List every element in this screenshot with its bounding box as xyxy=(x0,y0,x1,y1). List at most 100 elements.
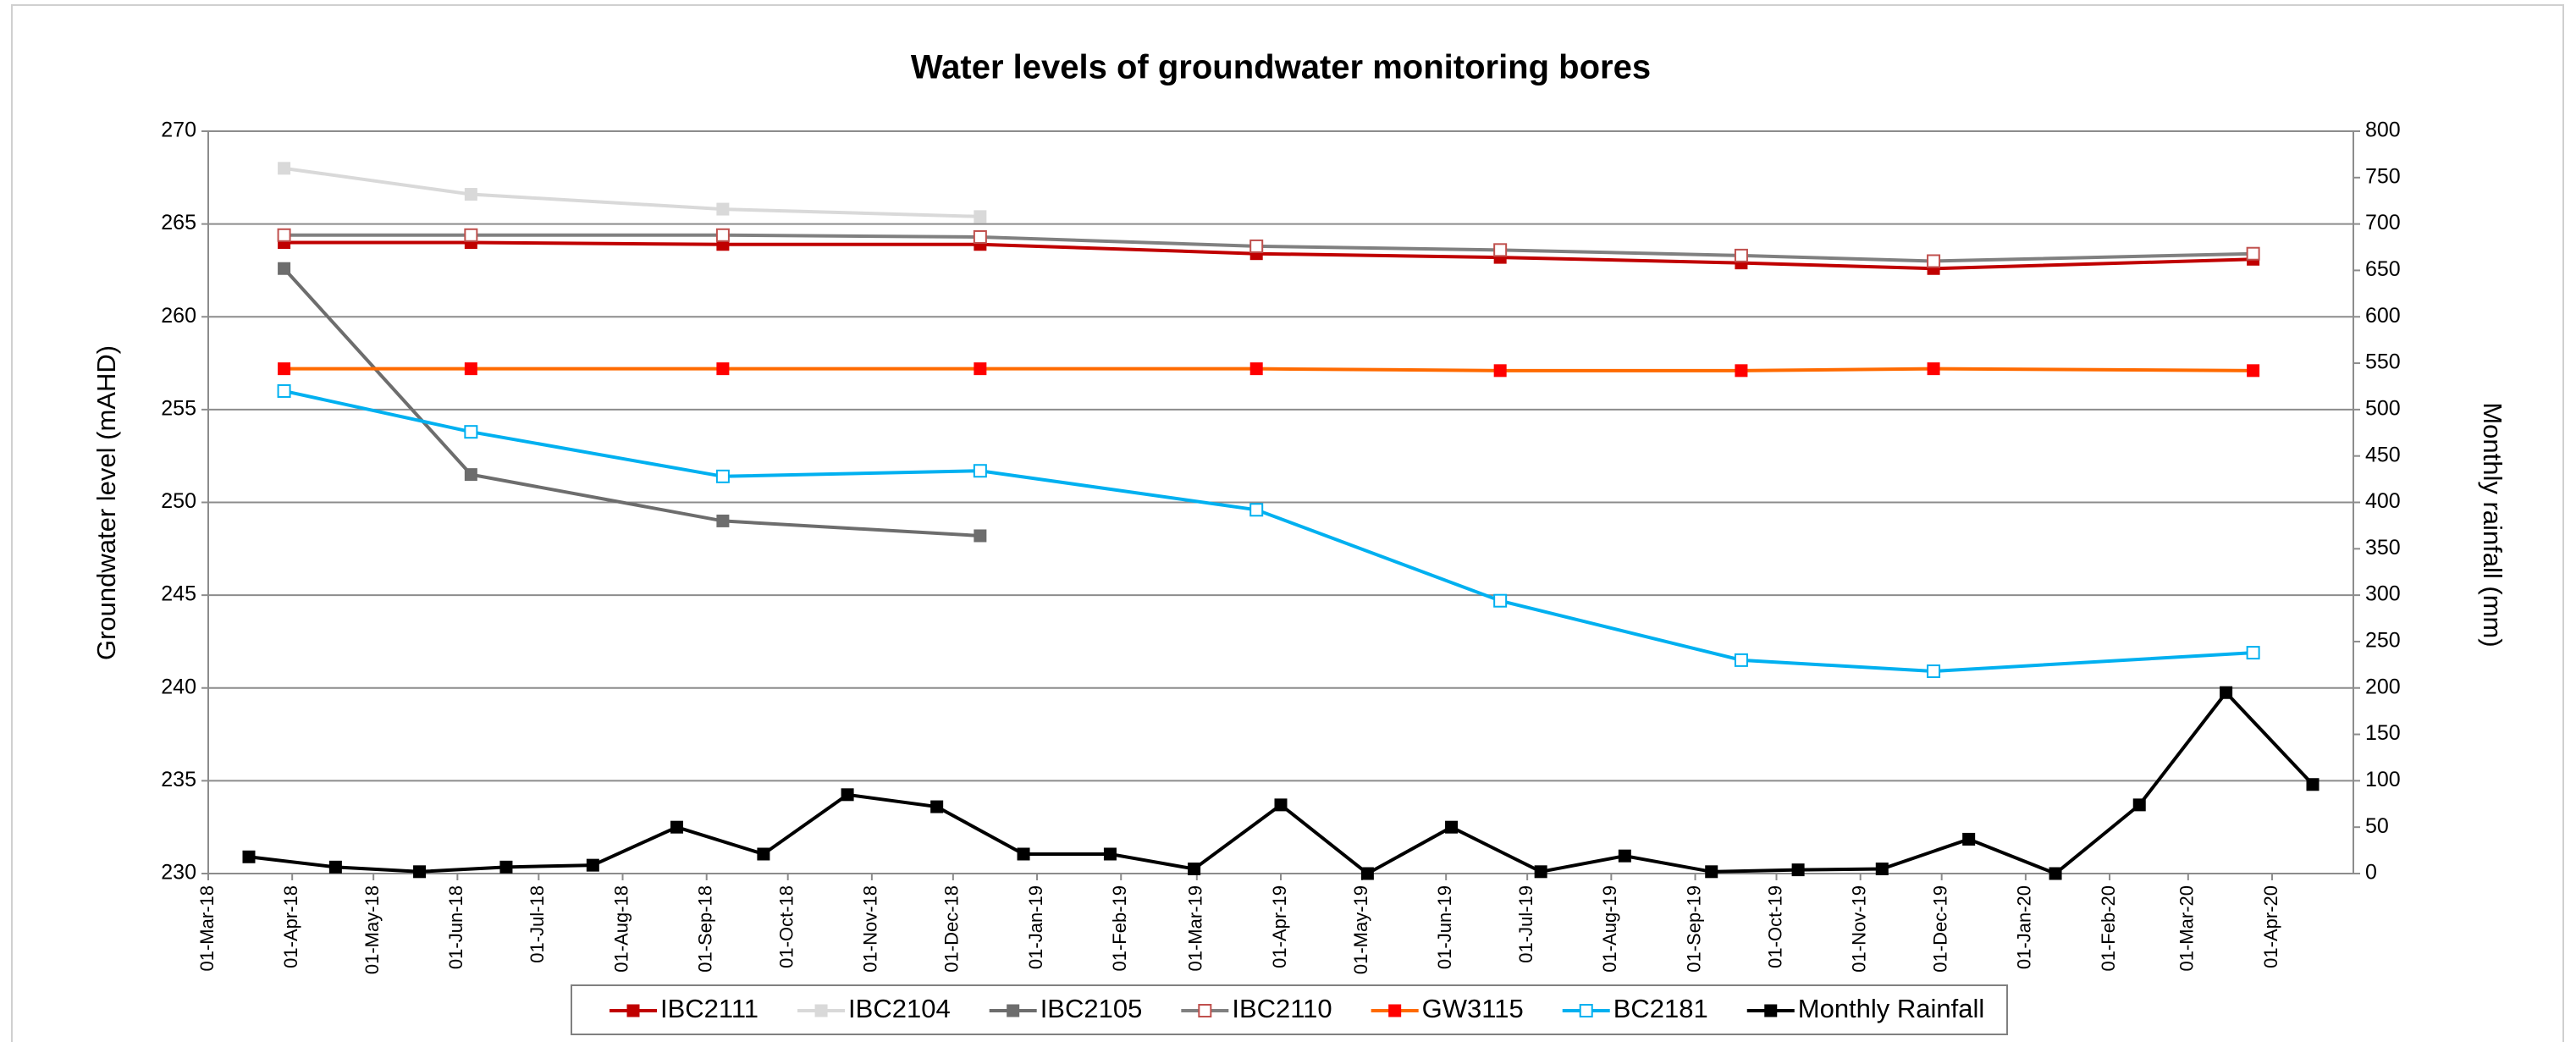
series-line xyxy=(283,267,980,538)
y2-tick-label: 600 xyxy=(2365,304,2401,328)
data-point xyxy=(715,469,730,483)
y2-tick-label: 800 xyxy=(2365,119,2401,142)
x-tick-label: 01-Jul-18 xyxy=(527,885,548,963)
x-tick-label: 01-May-19 xyxy=(1350,885,1371,974)
legend-marker xyxy=(1388,1004,1402,1017)
data-point xyxy=(2246,246,2260,261)
legend-label: IBC2105 xyxy=(1040,994,1143,1023)
data-point xyxy=(973,229,987,244)
x-tick-label: 01-Sep-19 xyxy=(1683,885,1704,973)
data-point xyxy=(464,188,477,201)
x-tick-label: 01-Mar-18 xyxy=(196,885,218,971)
x-tick-label: 01-Apr-20 xyxy=(2260,885,2281,968)
y-axis-label: Groundwater level (mAHD) xyxy=(91,345,121,660)
data-point xyxy=(2306,778,2320,791)
legend-marker xyxy=(1007,1004,1020,1017)
data-point xyxy=(1735,364,1748,378)
y2-tick-label: 350 xyxy=(2365,536,2401,560)
y2-tick-label: 0 xyxy=(2365,861,2377,885)
data-point xyxy=(1791,863,1805,877)
legend-label: Monthly Rainfall xyxy=(1798,994,1985,1023)
y2-tick-label: 700 xyxy=(2365,211,2401,234)
data-point xyxy=(841,788,854,802)
y2-tick-label: 100 xyxy=(2365,768,2401,791)
data-point xyxy=(1705,865,1718,879)
data-point xyxy=(1445,820,1459,834)
y-tick-label: 245 xyxy=(161,582,196,606)
data-point xyxy=(413,865,427,879)
data-point xyxy=(1274,798,1288,812)
data-point xyxy=(2247,364,2260,378)
data-point xyxy=(1249,239,1264,253)
y-tick-label: 260 xyxy=(161,304,196,328)
legend-label: IBC2104 xyxy=(848,994,951,1023)
x-tick-label: 01-Nov-19 xyxy=(1849,885,1870,973)
data-point xyxy=(974,362,987,376)
y2-tick-label: 50 xyxy=(2365,814,2389,838)
data-point xyxy=(1493,593,1508,608)
legend-entry: IBC2104 xyxy=(797,994,951,1023)
data-point xyxy=(464,425,478,439)
x-tick-label: 01-Apr-19 xyxy=(1269,885,1290,968)
legend-entry: IBC2110 xyxy=(1181,994,1332,1023)
x-tick-label: 01-Apr-18 xyxy=(280,885,301,968)
data-point xyxy=(973,464,987,478)
chart-title: Water levels of groundwater monitoring b… xyxy=(911,49,1651,86)
x-tick-label: 01-Feb-20 xyxy=(2098,885,2119,972)
legend-marker xyxy=(1198,1004,1212,1017)
x-tick-label: 01-Jan-19 xyxy=(1025,885,1046,969)
data-point xyxy=(716,202,730,216)
legend-entry: Monthly Rainfall xyxy=(1746,994,1985,1023)
x-tick-label: 01-Mar-19 xyxy=(1185,885,1206,971)
data-point xyxy=(1534,865,1547,879)
data-point xyxy=(2220,686,2233,699)
data-point xyxy=(2132,798,2146,812)
y2-axis-label: Monthly rainfall (mm) xyxy=(2478,402,2507,647)
x-tick-label: 01-Jun-18 xyxy=(445,885,466,969)
y-tick-label: 265 xyxy=(161,211,196,234)
data-point xyxy=(464,468,477,482)
series-line xyxy=(284,166,980,218)
data-point xyxy=(2246,646,2260,660)
data-point xyxy=(278,162,291,175)
y2-tick-label: 450 xyxy=(2365,443,2401,466)
y2-tick-label: 400 xyxy=(2365,489,2401,513)
y-tick-label: 270 xyxy=(161,119,196,142)
y2-tick-label: 750 xyxy=(2365,164,2401,188)
y2-tick-label: 500 xyxy=(2365,396,2401,420)
x-tick-label: 01-Aug-18 xyxy=(610,885,632,973)
legend-entry: BC2181 xyxy=(1562,994,1708,1023)
legend-entry: IBC2105 xyxy=(989,994,1143,1023)
data-point xyxy=(1875,863,1889,876)
y-tick-label: 230 xyxy=(161,861,196,885)
y-tick-label: 255 xyxy=(161,396,196,420)
data-point xyxy=(715,228,730,242)
x-tick-label: 01-Aug-19 xyxy=(1599,885,1620,973)
data-point xyxy=(1927,254,1941,268)
data-point xyxy=(974,529,987,543)
data-point xyxy=(2049,867,2062,880)
x-tick-label: 01-Jan-20 xyxy=(2014,885,2035,969)
data-point xyxy=(716,514,730,527)
data-point xyxy=(277,383,291,398)
data-point xyxy=(1103,847,1117,861)
x-tick-label: 01-Feb-19 xyxy=(1109,885,1130,972)
data-point xyxy=(1188,863,1201,876)
y-tick-label: 250 xyxy=(161,489,196,513)
data-point xyxy=(1017,847,1030,861)
data-point xyxy=(1249,362,1263,376)
y2-tick-label: 200 xyxy=(2365,675,2401,698)
x-tick-label: 01-Nov-18 xyxy=(860,885,881,973)
y-tick-label: 240 xyxy=(161,675,196,698)
data-point xyxy=(1927,664,1941,679)
data-point xyxy=(464,228,478,242)
data-point xyxy=(278,362,291,376)
x-tick-label: 01-May-18 xyxy=(361,885,383,974)
x-tick-label: 01-Oct-19 xyxy=(1764,885,1785,968)
x-tick-label: 01-Dec-19 xyxy=(1929,885,1950,973)
x-tick-label: 01-Mar-20 xyxy=(2176,885,2198,971)
data-point xyxy=(1734,248,1748,262)
legend-entry: GW3115 xyxy=(1371,994,1524,1023)
x-tick-label: 01-Jul-19 xyxy=(1515,885,1536,963)
y2-tick-label: 300 xyxy=(2365,582,2401,606)
